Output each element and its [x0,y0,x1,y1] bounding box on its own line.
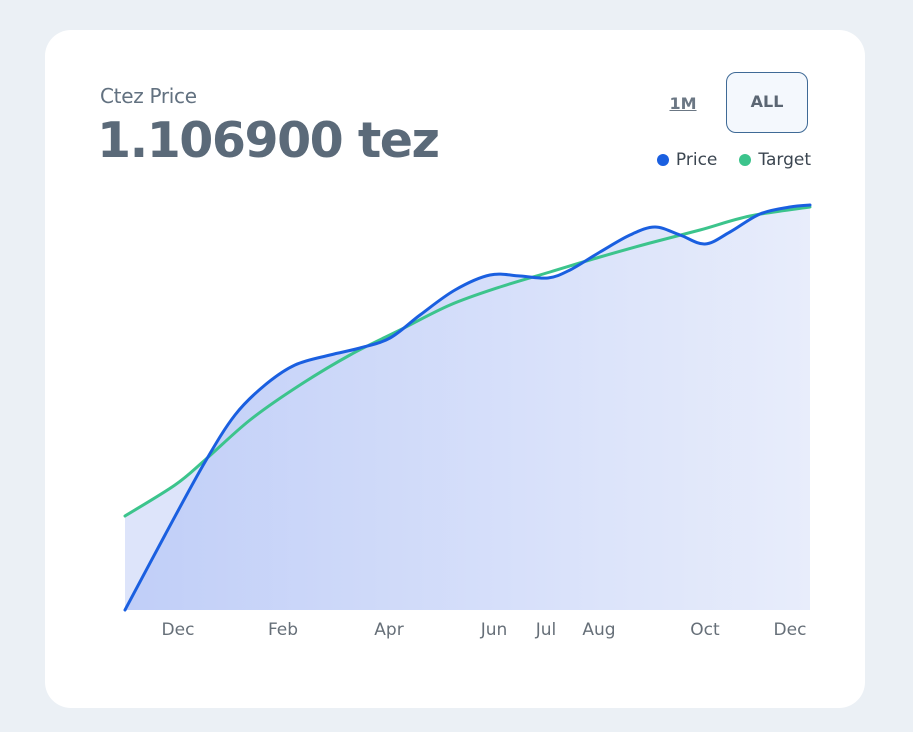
chart-legend: Price Target [656,150,811,170]
chart-title: Ctez Price [100,84,197,108]
x-tick-label: Jul [535,620,557,640]
price-line [123,203,812,612]
price-dot-icon [656,154,669,166]
legend-label-price: Price [675,150,718,170]
legend-label-target: Target [758,150,811,170]
x-tick-label: Jun [480,620,508,640]
range-1m-button[interactable]: 1M [669,94,697,113]
x-tick-label: Aug [582,620,616,640]
target-dot-icon [739,154,752,166]
range-all-button[interactable]: ALL [726,72,808,133]
x-tick-label: Dec [161,620,195,640]
x-tick-label: Apr [374,620,404,640]
x-tick-label: Dec [773,620,807,640]
x-tick-label: Feb [267,620,299,640]
legend-item-price[interactable]: Price [656,150,718,170]
x-tick-label: Oct [690,620,720,640]
current-price-value: 1.106900 tez [97,112,440,169]
target-line [123,205,812,518]
price-area-fill [125,205,810,610]
legend-item-target[interactable]: Target [739,150,811,170]
